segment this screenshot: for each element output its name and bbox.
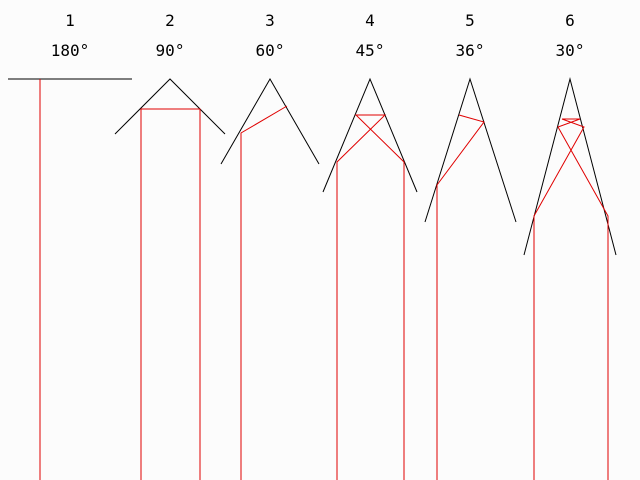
mirror bbox=[322, 77, 418, 193]
diagram-5: 5 36° bbox=[424, 11, 517, 480]
light-ray bbox=[436, 114, 485, 480]
diagram-1: 1 180° bbox=[8, 11, 132, 480]
diagram-angle: 180° bbox=[51, 41, 90, 60]
diagram-number: 1 bbox=[65, 11, 75, 30]
diagram-number: 6 bbox=[565, 11, 575, 30]
mirror bbox=[523, 77, 617, 256]
diagram-angle: 60° bbox=[256, 41, 285, 60]
diagram-6: 6 30° bbox=[523, 11, 617, 480]
diagram-number: 4 bbox=[365, 11, 375, 30]
mirror bbox=[220, 77, 320, 165]
diagram-3: 3 60° bbox=[220, 11, 320, 480]
light-ray bbox=[240, 105, 288, 480]
mirror bbox=[424, 77, 517, 223]
light-ray bbox=[533, 118, 609, 480]
diagram-angle: 30° bbox=[556, 41, 585, 60]
diagram-number: 2 bbox=[165, 11, 175, 30]
diagram-angle: 45° bbox=[356, 41, 385, 60]
mirror bbox=[114, 78, 226, 135]
diagram-angle: 36° bbox=[456, 41, 485, 60]
light-ray bbox=[336, 114, 405, 480]
diagram-2: 2 90° bbox=[114, 11, 226, 480]
diagram-4: 4 45° bbox=[322, 11, 418, 480]
diagram-angle: 90° bbox=[156, 41, 185, 60]
light-ray bbox=[140, 108, 201, 480]
diagram-number: 3 bbox=[265, 11, 275, 30]
diagram-number: 5 bbox=[465, 11, 475, 30]
